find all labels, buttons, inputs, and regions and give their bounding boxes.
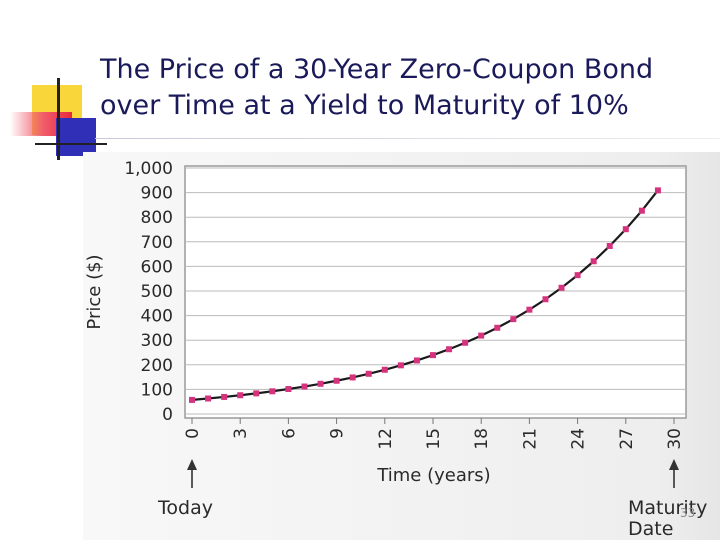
data-point: [269, 388, 276, 395]
y-tick-label: 900: [141, 184, 173, 204]
slide-number: 33: [680, 506, 696, 520]
plot-area: [184, 165, 687, 419]
data-point: [638, 207, 645, 214]
data-point: [365, 370, 372, 377]
decor-horizontal-line: [35, 143, 107, 145]
data-point: [317, 380, 324, 387]
data-point: [397, 362, 404, 369]
data-point: [606, 242, 613, 249]
x-axis-label: Time (years): [376, 465, 490, 486]
y-tick-label: 1,000: [124, 159, 173, 179]
data-point: [221, 393, 228, 400]
data-point: [494, 324, 501, 331]
data-point: [446, 346, 453, 353]
data-point: [430, 352, 436, 359]
data-point: [301, 383, 308, 390]
data-point: [590, 258, 597, 265]
y-tick-label: 400: [141, 307, 173, 327]
data-point: [510, 316, 517, 323]
y-tick-label: 600: [141, 257, 173, 277]
x-tick-label: 12: [376, 428, 396, 450]
y-tick-labels: 0 100 200 300 400 500 600 700 800 900 1,000: [124, 159, 173, 425]
data-point: [205, 395, 212, 402]
data-point: [381, 366, 388, 373]
data-point: [333, 377, 340, 384]
data-point: [413, 357, 420, 364]
y-tick-label: 300: [141, 331, 173, 351]
data-point: [189, 396, 195, 403]
decor-vertical-line: [57, 78, 60, 160]
y-tick-label: 500: [141, 282, 173, 302]
data-point: [349, 374, 356, 381]
x-tick-label: 0: [183, 428, 203, 439]
slide-title-line-1: The Price of a 30-Year Zero-Coupon Bond: [100, 54, 654, 85]
data-point: [542, 296, 549, 303]
data-point: [285, 386, 292, 393]
x-tick-label: 18: [472, 428, 492, 450]
data-point: [478, 332, 485, 339]
annotation-label-line: Maturity: [628, 497, 707, 519]
y-tick-label: 0: [162, 405, 173, 425]
annotations: Today Maturity Date: [157, 459, 707, 540]
x-tick-label: 30: [665, 428, 685, 450]
data-point: [237, 392, 244, 399]
x-tick-label: 6: [279, 428, 299, 439]
annotation-arrow-head: [187, 459, 197, 470]
x-tick-label: 3: [231, 428, 251, 439]
data-point: [574, 272, 581, 279]
x-tick-label: 15: [424, 428, 444, 450]
x-tick-label: 9: [328, 428, 348, 439]
data-points: [189, 187, 661, 403]
decor-blue-square: [56, 118, 96, 156]
grid-lines: [185, 167, 686, 415]
x-tick-label: 21: [520, 428, 540, 450]
annotation-label: Maturity Date: [628, 497, 707, 540]
y-tick-label: 700: [141, 233, 173, 253]
data-point: [462, 339, 469, 346]
annotation-label-line: Date: [628, 518, 673, 540]
x-tick-labels: 0 3 6 9 12 15 18 21 24 27 30: [183, 418, 685, 450]
data-point: [526, 306, 533, 313]
data-point: [622, 226, 629, 233]
x-tick-label: 27: [617, 428, 637, 450]
y-tick-label: 100: [141, 380, 173, 400]
data-point: [558, 284, 565, 291]
y-tick-label: 200: [141, 356, 173, 376]
annotation-label: Today: [157, 497, 213, 519]
title-divider: [95, 138, 720, 139]
slide-title: The Price of a 30-Year Zero-Coupon Bond …: [100, 52, 710, 124]
slide-title-line-2: over Time at a Yield to Maturity of 10%: [100, 90, 629, 121]
data-point: [253, 390, 260, 397]
annotation-arrow-head: [669, 459, 679, 470]
x-tick-label: 24: [569, 428, 589, 450]
y-tick-label: 800: [141, 208, 173, 228]
data-point: [654, 187, 661, 194]
y-axis-label: Price ($): [84, 254, 105, 329]
